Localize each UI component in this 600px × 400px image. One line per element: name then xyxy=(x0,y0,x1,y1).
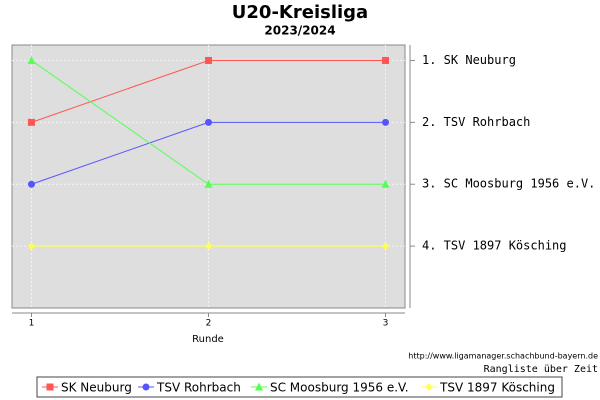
legend-marker xyxy=(46,383,54,391)
marker xyxy=(382,118,390,126)
marker xyxy=(205,242,212,251)
legend-label: TSV Rohrbach xyxy=(156,381,241,395)
marker xyxy=(27,242,35,251)
y-tick-label: 3. SC Moosburg 1956 e.V. xyxy=(422,177,595,191)
marker xyxy=(205,118,212,126)
legend-label: SC Moosburg 1956 e.V. xyxy=(270,381,409,395)
chart-title: U20-Kreisliga xyxy=(232,2,368,23)
chart-subtitle: 2023/2024 xyxy=(264,24,335,38)
marker xyxy=(27,55,36,64)
y-tick-label: 4. TSV 1897 Kösching xyxy=(422,239,567,253)
x-axis-label: Runde xyxy=(192,334,224,345)
caption: Rangliste über Zeit xyxy=(484,364,598,375)
legend-marker xyxy=(142,383,150,391)
marker xyxy=(205,56,212,64)
x-tick-label: 2 xyxy=(206,319,212,329)
x-tick-label: 3 xyxy=(383,319,389,329)
marker xyxy=(27,180,35,188)
x-tick-label: 1 xyxy=(29,319,35,329)
marker xyxy=(27,118,35,126)
source: http://www.ligamanager.schachbund-bayern… xyxy=(408,352,598,361)
marker xyxy=(382,56,390,64)
plot-area xyxy=(11,44,406,309)
legend-label: SK Neuburg xyxy=(61,381,132,395)
y-tick-label: 1. SK Neuburg xyxy=(422,53,516,67)
legend-box xyxy=(36,376,563,398)
legend-marker xyxy=(425,383,433,391)
legend-marker xyxy=(255,382,263,391)
marker xyxy=(204,179,213,188)
y-tick-label: 2. TSV Rohrbach xyxy=(422,115,530,129)
legend-label: TSV 1897 Kösching xyxy=(439,381,555,395)
marker xyxy=(382,242,390,251)
marker xyxy=(381,179,390,188)
